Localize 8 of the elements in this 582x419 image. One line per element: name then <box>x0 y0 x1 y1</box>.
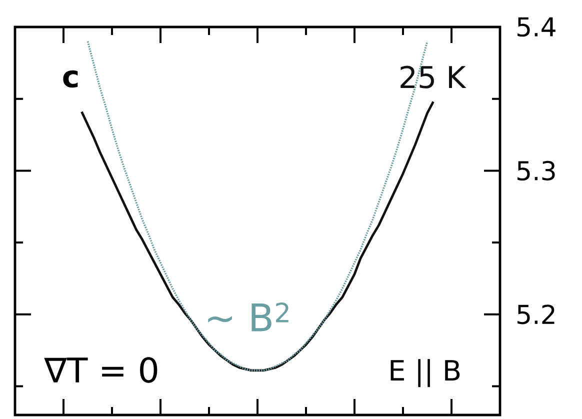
annotation: E || B <box>390 359 460 388</box>
series-label: ~ B$^{2}$ <box>208 302 288 332</box>
text: c <box>63 70 78 88</box>
y-tick-label: 5.3 <box>518 160 555 181</box>
y-tick-label: 5.2 <box>518 304 554 324</box>
y-tick-label: 5.4 <box>518 17 556 37</box>
annotation: ∇T = 0 <box>44 357 158 383</box>
series-label: 25 K <box>400 66 466 88</box>
